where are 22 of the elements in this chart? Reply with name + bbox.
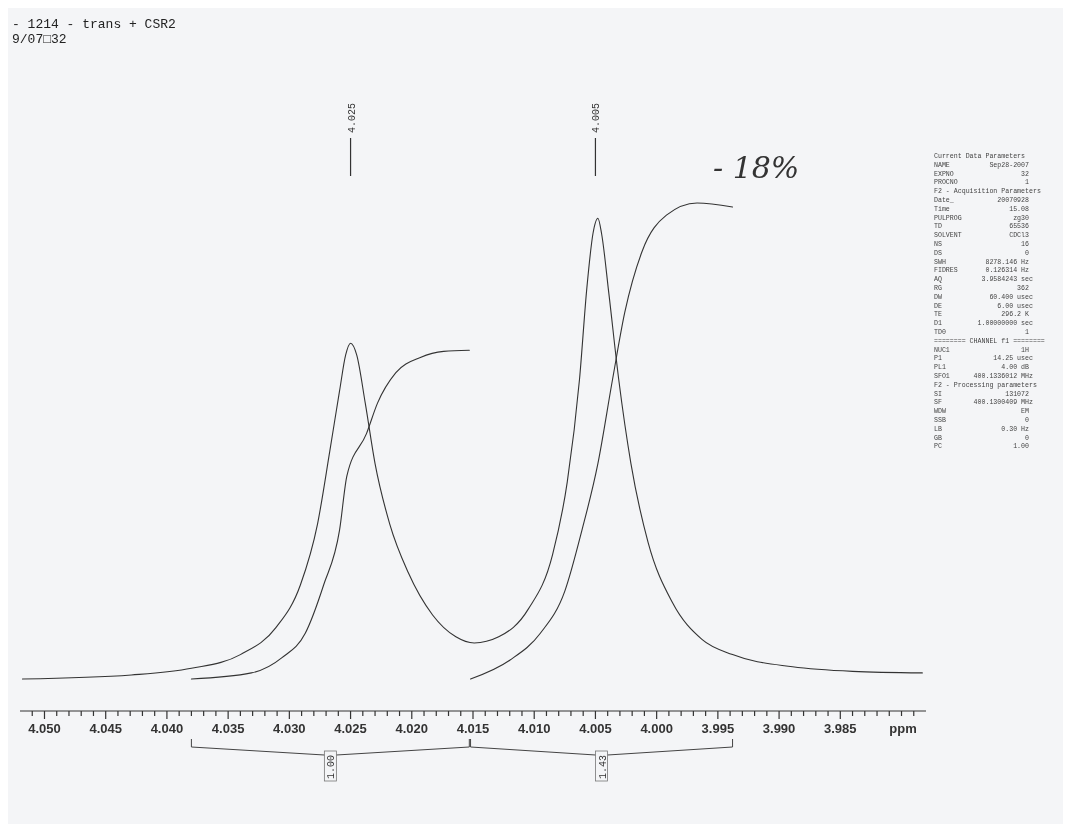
text: 1.00 bbox=[326, 754, 338, 779]
x-tick-label: 4.030 bbox=[273, 721, 306, 736]
x-tick-label: 4.050 bbox=[28, 721, 61, 736]
x-tick-label: 4.000 bbox=[640, 721, 673, 736]
annotation: 4.025 bbox=[346, 102, 358, 133]
annotation: 4.005 bbox=[591, 102, 603, 133]
x-tick-label: 3.985 bbox=[824, 721, 857, 736]
x-tick-label: 3.995 bbox=[701, 721, 735, 736]
x-tick-label: 4.020 bbox=[395, 721, 429, 736]
x-tick-label: 4.025 bbox=[334, 721, 367, 736]
x-tick-label: 4.010 bbox=[517, 721, 551, 736]
x-tick-label: 4.005 bbox=[579, 721, 612, 736]
x-tick-label: 4.015 bbox=[456, 721, 490, 736]
x-tick-label: 4.040 bbox=[150, 721, 184, 736]
text: - 18% bbox=[713, 150, 800, 185]
chart-subtitle: 9/07□32 bbox=[12, 32, 67, 47]
text: 1.43 bbox=[597, 754, 609, 779]
x-tick-label: 3.990 bbox=[762, 721, 796, 736]
x-axis-title: ppm bbox=[889, 721, 917, 736]
x-tick-label: 4.035 bbox=[211, 721, 245, 736]
x-tick-label: 4.045 bbox=[89, 721, 122, 736]
chart-title: - 1214 - trans + CSR2 bbox=[12, 17, 176, 32]
